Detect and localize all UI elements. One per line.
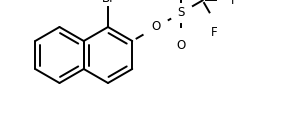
Text: O: O (176, 39, 185, 52)
Text: F: F (211, 26, 218, 39)
Text: Br: Br (101, 0, 115, 5)
Text: S: S (177, 6, 184, 19)
Text: F: F (231, 0, 238, 7)
Text: O: O (152, 21, 161, 34)
